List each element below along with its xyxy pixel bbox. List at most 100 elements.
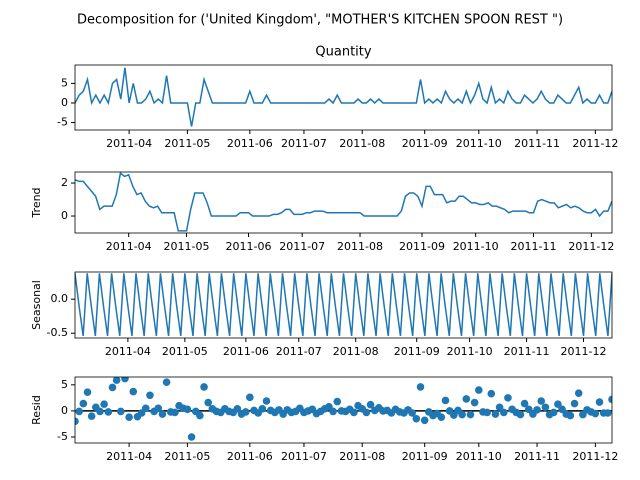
x-tick-label: 2011-10 xyxy=(447,345,493,358)
y-tick-label: -5 xyxy=(57,116,68,129)
scatter-point xyxy=(604,409,612,417)
scatter-point xyxy=(537,397,546,405)
x-tick-label: 2011-11 xyxy=(514,137,560,150)
scatter-point xyxy=(96,407,104,416)
x-tick-label: 2011-08 xyxy=(333,345,379,358)
scatter-point xyxy=(554,400,562,408)
x-tick-label: 2011-10 xyxy=(456,137,502,150)
x-tick-label: 2011-09 xyxy=(394,345,440,358)
scatter-point xyxy=(441,396,450,405)
plot-frame xyxy=(74,271,613,339)
y-axis-label: Seasonal xyxy=(30,280,43,330)
scatter-point xyxy=(146,391,154,400)
x-tick-label: 2011-04 xyxy=(106,137,152,150)
scatter-point xyxy=(204,398,213,407)
scatter-point xyxy=(495,403,504,412)
scatter-point xyxy=(200,383,208,391)
x-tick-label: 2011-08 xyxy=(337,240,383,253)
y-axis-label: Trend xyxy=(30,187,43,218)
scatter-point xyxy=(262,397,271,405)
scatter-point xyxy=(474,386,483,394)
scatter-point xyxy=(121,377,129,383)
y-tick-label: 0 xyxy=(61,404,68,417)
scatter-point xyxy=(100,400,108,408)
x-tick-label: 2011-07 xyxy=(281,450,327,463)
scatter-point xyxy=(366,400,375,409)
scatter-point xyxy=(350,408,358,417)
scatter-point xyxy=(566,411,575,420)
scatter-point xyxy=(541,403,550,412)
scatter-point xyxy=(487,389,496,398)
scatter-point xyxy=(591,409,600,418)
plot-frame xyxy=(74,376,613,444)
scatter-point xyxy=(104,408,113,416)
x-tick-label: 2011-12 xyxy=(568,240,614,253)
y-tick-label: 5 xyxy=(61,76,68,89)
scatter-point xyxy=(125,413,133,421)
x-tick-label: 2011-09 xyxy=(402,137,448,150)
scatter-point xyxy=(462,395,471,403)
scatter-point xyxy=(420,416,429,425)
x-tick-label: 2011-06 xyxy=(227,137,273,150)
scatter-point xyxy=(112,377,121,384)
scatter-point xyxy=(87,412,96,420)
scatter-point xyxy=(412,414,421,423)
series-line xyxy=(75,67,612,127)
x-tick-label: 2011-08 xyxy=(339,450,385,463)
scatter-point xyxy=(79,399,88,408)
plot-frame xyxy=(74,64,613,131)
scatter-point xyxy=(141,404,150,413)
scatter-point xyxy=(171,408,179,417)
scatter-point xyxy=(504,394,512,402)
scatter-point xyxy=(516,410,525,419)
scatter-point xyxy=(466,410,475,419)
x-tick-label: 2011-07 xyxy=(276,345,322,358)
scatter-point xyxy=(196,411,204,420)
x-tick-label: 2011-04 xyxy=(106,240,152,253)
x-tick-label: 2011-06 xyxy=(223,345,269,358)
subplot-title: Quantity xyxy=(315,45,371,60)
x-tick-label: 2011-09 xyxy=(399,240,445,253)
scatter-point xyxy=(595,398,604,406)
x-tick-label: 2011-06 xyxy=(227,450,273,463)
y-tick-label: 0 xyxy=(61,96,68,109)
x-tick-label: 2011-07 xyxy=(279,240,325,253)
scatter-point xyxy=(187,433,196,441)
x-tick-label: 2011-12 xyxy=(572,137,618,150)
plot-frame xyxy=(74,171,613,234)
scatter-point xyxy=(83,388,92,396)
x-tick-label: 2011-11 xyxy=(504,345,550,358)
x-tick-label: 2011-05 xyxy=(164,450,210,463)
scatter-point xyxy=(483,408,491,417)
scatter-point xyxy=(574,389,583,397)
scatter-point xyxy=(416,383,425,391)
x-tick-label: 2011-05 xyxy=(164,240,210,253)
scatter-point xyxy=(158,410,167,418)
x-tick-label: 2011-12 xyxy=(561,345,607,358)
y-tick-label: 0.0 xyxy=(51,292,69,305)
x-tick-label: 2011-09 xyxy=(402,450,448,463)
x-tick-label: 2011-04 xyxy=(106,450,152,463)
scatter-point xyxy=(116,407,125,416)
y-tick-label: 0 xyxy=(61,209,68,222)
scatter-point xyxy=(333,397,342,406)
scatter-point xyxy=(329,407,337,416)
scatter-point xyxy=(75,407,83,416)
x-tick-label: 2011-11 xyxy=(511,240,557,253)
scatter-point xyxy=(129,387,138,396)
y-tick-label: -5 xyxy=(57,430,68,443)
x-tick-label: 2011-07 xyxy=(281,137,327,150)
series-line xyxy=(75,172,612,232)
series-line xyxy=(75,273,612,337)
scatter-point xyxy=(183,405,192,414)
y-tick-label: 2 xyxy=(61,176,68,189)
scatter-point xyxy=(258,405,267,413)
scatter-point xyxy=(491,410,500,418)
scatter-point xyxy=(608,395,612,404)
x-tick-label: 2011-11 xyxy=(514,450,560,463)
scatter-point xyxy=(75,417,79,426)
scatter-point xyxy=(520,399,529,408)
y-tick-label: -0.5 xyxy=(47,326,68,339)
y-tick-label: 5 xyxy=(61,378,68,391)
